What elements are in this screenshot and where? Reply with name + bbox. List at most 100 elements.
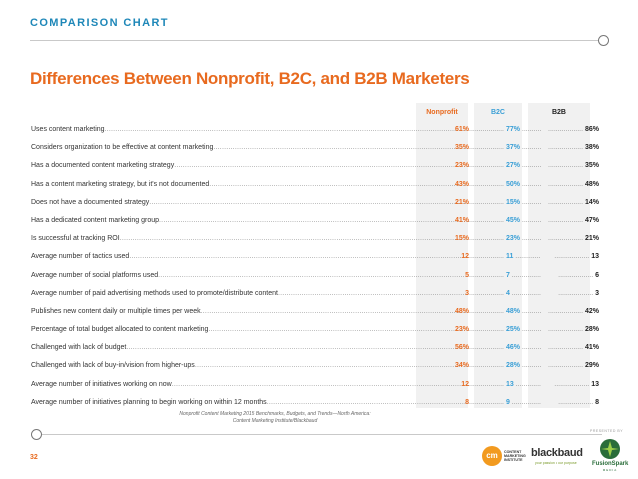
row-label: Average number of tactics used..........…	[31, 253, 469, 261]
top-rule-end-circle	[598, 35, 609, 46]
b2b-value-cell: .................. 48%	[548, 180, 599, 188]
top-rule	[30, 40, 600, 41]
row-label: Considers organization to be effective a…	[31, 144, 469, 152]
b2b-value-cell: .................. 41%	[548, 344, 599, 352]
table-row: Uses content marketing..................…	[31, 125, 599, 143]
nonprofit-value: 15%	[454, 235, 469, 243]
fusionspark-emblem-icon	[600, 439, 620, 459]
nonprofit-value: 56%	[454, 344, 469, 352]
b2c-value: .................. 4 ...................…	[469, 289, 541, 297]
nonprofit-value: 23%	[454, 162, 469, 170]
b2c-value: .................. 50% .................…	[469, 180, 541, 188]
cmi-logo-text: CONTENT MARKETING INSTITUTE	[504, 450, 526, 462]
table-row: Challenged with lack of buy-in/vision fr…	[31, 361, 599, 379]
b2b-value-cell: .................. 8	[558, 398, 599, 406]
row-label: Percentage of total budget allocated to …	[31, 326, 469, 334]
source-line-1: Nonprofit Content Marketing 2015 Benchma…	[179, 411, 371, 417]
nonprofit-column-header: Nonprofit	[426, 109, 458, 116]
b2b-value-cell: .................. 38%	[548, 144, 599, 152]
nonprofit-value: 48%	[454, 307, 469, 315]
row-label: Average number of social platforms used.…	[31, 271, 469, 279]
b2b-value-cell: .................. 21%	[548, 235, 599, 243]
nonprofit-value: 34%	[454, 362, 469, 370]
row-label: Does not have a documented strategy.....…	[31, 198, 469, 206]
presented-by-label: PRESENTED BY	[590, 429, 624, 433]
page-title: Differences Between Nonprofit, B2C, and …	[30, 69, 470, 88]
b2c-value: .................. 46% .................…	[469, 344, 541, 352]
nonprofit-value: 61%	[454, 126, 469, 133]
b2c-value: .................. 27% .................…	[469, 162, 541, 170]
cmi-badge-icon: cm	[482, 446, 502, 466]
nonprofit-column-band	[416, 103, 468, 408]
nonprofit-value: 8	[465, 398, 469, 406]
b2c-value: .................. 7 ...................…	[469, 271, 541, 279]
table-row: Challenged with lack of budget..........…	[31, 343, 599, 361]
fusionspark-sub: MEDIA	[602, 468, 618, 472]
page-number: 32	[30, 454, 38, 461]
table-row: Average number of tactics used..........…	[31, 252, 599, 270]
nonprofit-value: 43%	[454, 180, 469, 188]
row-label: Has a dedicated content marketing group.…	[31, 216, 469, 224]
table-row: Average number of social platforms used.…	[31, 271, 599, 289]
fusionspark-name: FusionSpark	[592, 461, 629, 467]
b2c-column-band	[474, 103, 522, 408]
nonprofit-value: 12	[461, 253, 469, 261]
table-row: Publishes new content daily or multiple …	[31, 307, 599, 325]
row-label: Average number of initiatives working on…	[31, 380, 469, 388]
row-label: Challenged with lack of buy-in/vision fr…	[31, 362, 469, 370]
blackbaud-name: blackbaud	[531, 447, 583, 459]
fusionspark-logo: FusionSpark MEDIA	[592, 437, 628, 473]
table-row: Percentage of total budget allocated to …	[31, 325, 599, 343]
bottom-rule-start-circle	[31, 429, 42, 440]
b2c-value: .................. 13 ..................…	[469, 380, 541, 388]
nonprofit-value: 5	[465, 271, 469, 279]
b2b-value-cell: .................. 86%	[548, 126, 599, 133]
b2c-value: .................. 15% .................…	[469, 198, 541, 206]
b2b-value-cell: .................. 6	[558, 271, 599, 279]
nonprofit-value: 23%	[454, 326, 469, 334]
table-row: Does not have a documented strategy.....…	[31, 198, 599, 216]
row-label: Average number of paid advertising metho…	[31, 289, 469, 297]
b2c-value: .................. 77% .................…	[469, 126, 541, 133]
b2c-value: .................. 25% .................…	[469, 326, 541, 334]
b2b-value-cell: .................. 35%	[548, 162, 599, 170]
b2b-column-header: B2B	[551, 109, 566, 116]
b2b-value-cell: .................. 3	[558, 289, 599, 297]
b2c-column-header: B2C	[490, 109, 505, 116]
nonprofit-value: 35%	[454, 144, 469, 152]
b2b-value-cell: .................. 13	[554, 380, 599, 388]
source-line-2: Content Marketing Institute/Blackbaud	[232, 418, 318, 424]
table-row: Average number of initiatives planning t…	[31, 398, 599, 416]
nonprofit-value: 21%	[454, 198, 469, 206]
table-row: Has a documented content marketing strat…	[31, 161, 599, 179]
row-label: Publishes new content daily or multiple …	[31, 307, 469, 315]
table-row: Is successful at tracking ROI...........…	[31, 234, 599, 252]
source-citation: Nonprofit Content Marketing 2015 Benchma…	[140, 411, 410, 425]
row-label: Is successful at tracking ROI...........…	[31, 235, 469, 243]
b2c-value: .................. 28% .................…	[469, 362, 541, 370]
b2b-value-cell: .................. 28%	[548, 326, 599, 334]
table-row: Has a dedicated content marketing group.…	[31, 216, 599, 234]
b2c-value: .................. 45% .................…	[469, 216, 541, 224]
comparison-table: Uses content marketing..................…	[31, 125, 599, 416]
b2b-value-cell: .................. 29%	[548, 362, 599, 370]
row-label: Uses content marketing..................…	[31, 126, 469, 133]
nonprofit-value: 12	[461, 380, 469, 388]
table-row: Average number of paid advertising metho…	[31, 289, 599, 307]
row-label: Has a documented content marketing strat…	[31, 162, 469, 170]
b2b-value-cell: .................. 13	[554, 253, 599, 261]
row-label: Challenged with lack of budget..........…	[31, 344, 469, 352]
b2b-value-cell: .................. 14%	[548, 198, 599, 206]
table-row: Considers organization to be effective a…	[31, 143, 599, 161]
bottom-rule	[42, 434, 602, 435]
nonprofit-value: 3	[465, 289, 469, 297]
row-label: Average number of initiatives planning t…	[31, 398, 469, 406]
b2c-value: .................. 48% .................…	[469, 307, 541, 315]
blackbaud-tagline: your passion • our purpose	[535, 461, 577, 465]
blackbaud-logo: blackbaud your passion • our purpose	[531, 447, 585, 467]
b2c-value: .................. 11 ..................…	[469, 253, 541, 261]
b2b-value-cell: .................. 42%	[548, 307, 599, 315]
section-label: COMPARISON CHART	[30, 17, 169, 29]
b2c-value: .................. 9 ...................…	[469, 398, 541, 406]
b2b-value-cell: .................. 47%	[548, 216, 599, 224]
